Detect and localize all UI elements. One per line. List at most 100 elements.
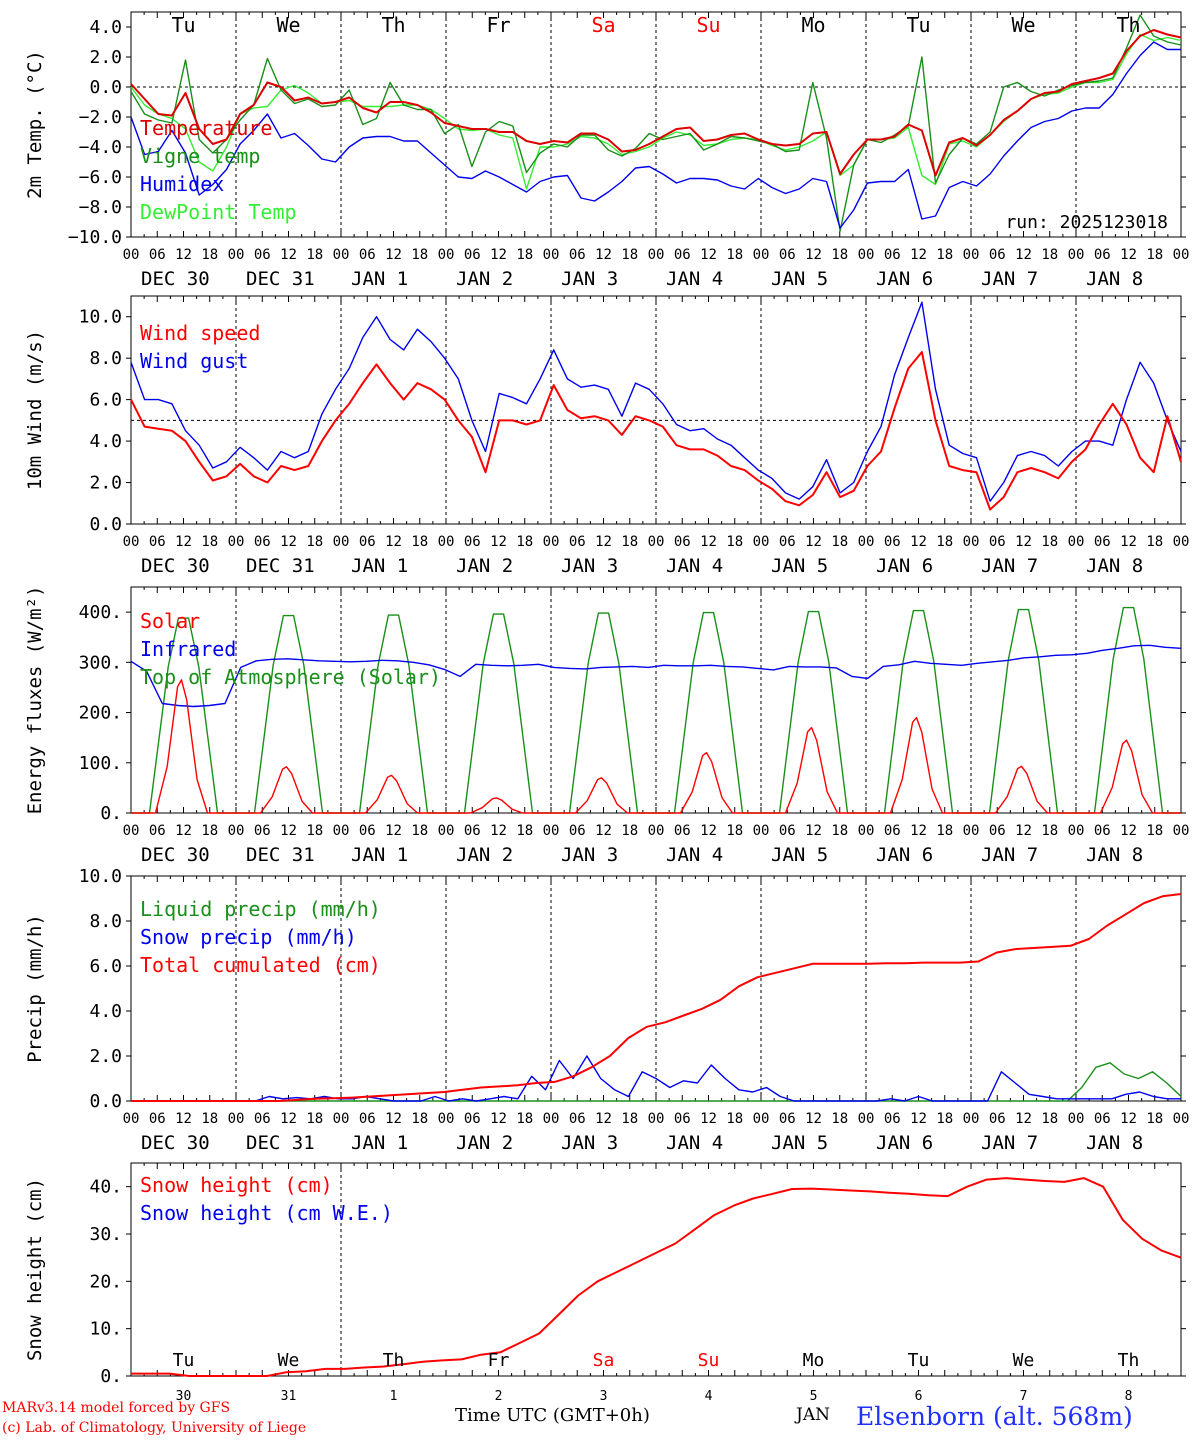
wind-hour-label: 12 bbox=[805, 534, 822, 550]
flux-hour-label: 06 bbox=[149, 823, 166, 839]
flux-hour-label: 06 bbox=[989, 823, 1006, 839]
flux-hour-label: 18 bbox=[1146, 823, 1163, 839]
flux-hour-label: 12 bbox=[280, 823, 297, 839]
wind-hour-label: 12 bbox=[1015, 534, 1032, 550]
temp-day-name: Mo bbox=[801, 13, 825, 37]
flux-ytick-label: 300. bbox=[79, 652, 122, 673]
temp-date-label: JAN 4 bbox=[666, 268, 723, 290]
flux-hour-label: 06 bbox=[779, 823, 796, 839]
temp-day-name: Tu bbox=[906, 13, 930, 37]
precip-ylabel: Precip (mm/h) bbox=[24, 914, 46, 1063]
flux-hour-label: 00 bbox=[963, 823, 980, 839]
flux-hour-label: 18 bbox=[306, 823, 323, 839]
flux-date-label: JAN 5 bbox=[771, 844, 828, 866]
temp-date-label: JAN 5 bbox=[771, 268, 828, 290]
precip-date-label: JAN 5 bbox=[771, 1132, 828, 1154]
precip-legend-entry: Snow precip (mm/h) bbox=[140, 925, 357, 949]
bottom-day-number: 2 bbox=[495, 1389, 503, 1404]
precip-hour-label: 18 bbox=[411, 1111, 428, 1127]
snow-ytick-label: 20. bbox=[89, 1271, 122, 1292]
precip-legend-entry: Total cumulated (cm) bbox=[140, 953, 381, 977]
temp-hour-label: 00 bbox=[648, 247, 665, 263]
precip-hour-label: 12 bbox=[700, 1111, 717, 1127]
precip-hour-label: 06 bbox=[989, 1111, 1006, 1127]
flux-hour-label: 12 bbox=[1015, 823, 1032, 839]
flux-hour-label: 18 bbox=[621, 823, 638, 839]
snow-day-name: We bbox=[278, 1350, 300, 1371]
temp-hour-label: 00 bbox=[963, 247, 980, 263]
wind-date-label: DEC 31 bbox=[246, 555, 315, 577]
temp-hour-label: 12 bbox=[1120, 247, 1137, 263]
precip-hour-label: 06 bbox=[359, 1111, 376, 1127]
x-axis-label: Time UTC (GMT+0h) bbox=[455, 1405, 650, 1426]
temp-series-vigne-temp bbox=[130, 14, 1182, 232]
temp-hour-label: 12 bbox=[910, 247, 927, 263]
run-label: run: 2025123018 bbox=[1005, 212, 1168, 233]
wind-hour-label-final: 00 bbox=[1173, 534, 1190, 550]
bottom-day-number: 5 bbox=[810, 1389, 818, 1404]
wind-hour-label: 18 bbox=[306, 534, 323, 550]
precip-hour-label: 12 bbox=[1120, 1111, 1137, 1127]
flux-hour-label: 00 bbox=[543, 823, 560, 839]
temp-ytick-label: 2.0 bbox=[89, 47, 122, 68]
temp-hour-label: 12 bbox=[805, 247, 822, 263]
bottom-month-label: JAN bbox=[796, 1405, 830, 1425]
flux-hour-label: 12 bbox=[910, 823, 927, 839]
flux-hour-label: 18 bbox=[726, 823, 743, 839]
precip-hour-label: 12 bbox=[910, 1111, 927, 1127]
temp-legend-entry: Humidex bbox=[140, 172, 224, 196]
wind-hour-label: 18 bbox=[516, 534, 533, 550]
flux-hour-label: 06 bbox=[1094, 823, 1111, 839]
temp-hour-label: 06 bbox=[674, 247, 691, 263]
temp-hour-label-final: 00 bbox=[1173, 247, 1190, 263]
temp-day-name: We bbox=[1011, 13, 1035, 37]
temp-series-humidex bbox=[130, 41, 1181, 229]
wind-hour-label: 18 bbox=[201, 534, 218, 550]
temp-hour-label: 06 bbox=[464, 247, 481, 263]
flux-hour-label: 00 bbox=[333, 823, 350, 839]
precip-ytick-label: 4.0 bbox=[89, 1001, 122, 1022]
wind-hour-label: 12 bbox=[910, 534, 927, 550]
precip-hour-label: 18 bbox=[1146, 1111, 1163, 1127]
precip-date-label: DEC 31 bbox=[246, 1132, 315, 1154]
precip-ytick-label: 10.0 bbox=[79, 866, 122, 887]
temp-ytick-label: −4.0 bbox=[79, 137, 122, 158]
wind-series-wind-speed bbox=[130, 351, 1182, 511]
flux-date-label: DEC 31 bbox=[246, 844, 315, 866]
precip-date-label: JAN 6 bbox=[876, 1132, 933, 1154]
temp-date-label: DEC 31 bbox=[246, 268, 315, 290]
precip-hour-label: 00 bbox=[543, 1111, 560, 1127]
temp-hour-label: 18 bbox=[621, 247, 638, 263]
flux-hour-label: 18 bbox=[1041, 823, 1058, 839]
temp-hour-label: 12 bbox=[175, 247, 192, 263]
flux-date-label: JAN 3 bbox=[561, 844, 618, 866]
temp-day-name: Sa bbox=[591, 13, 615, 37]
flux-hour-label: 12 bbox=[1120, 823, 1137, 839]
precip-date-label: JAN 1 bbox=[351, 1132, 408, 1154]
precip-hour-label: 06 bbox=[1094, 1111, 1111, 1127]
flux-date-label: JAN 6 bbox=[876, 844, 933, 866]
flux-hour-label: 00 bbox=[123, 823, 140, 839]
temp-hour-label: 18 bbox=[516, 247, 533, 263]
precip-hour-label: 18 bbox=[516, 1111, 533, 1127]
precip-hour-label: 00 bbox=[963, 1111, 980, 1127]
flux-date-label: JAN 8 bbox=[1086, 844, 1143, 866]
temp-hour-label: 06 bbox=[359, 247, 376, 263]
flux-ytick-label: 400. bbox=[79, 602, 122, 623]
snow-ytick-label: 30. bbox=[89, 1224, 122, 1245]
bottom-day-number: 8 bbox=[1125, 1389, 1133, 1404]
flux-hour-label: 12 bbox=[595, 823, 612, 839]
precip-hour-label: 18 bbox=[201, 1111, 218, 1127]
bottom-day-number: 31 bbox=[281, 1389, 297, 1404]
flux-ytick-label: 0. bbox=[100, 803, 122, 824]
wind-date-label: JAN 1 bbox=[351, 555, 408, 577]
precip-hour-label: 00 bbox=[228, 1111, 245, 1127]
wind-hour-label: 06 bbox=[149, 534, 166, 550]
precip-hour-label: 12 bbox=[280, 1111, 297, 1127]
bottom-day-number: 7 bbox=[1020, 1389, 1028, 1404]
bottom-day-number: 6 bbox=[915, 1389, 923, 1404]
temp-hour-label: 00 bbox=[753, 247, 770, 263]
station-name: Elsenborn (alt. 568m) bbox=[856, 1402, 1133, 1431]
flux-hour-label-final: 00 bbox=[1173, 823, 1190, 839]
precip-hour-label: 00 bbox=[753, 1111, 770, 1127]
